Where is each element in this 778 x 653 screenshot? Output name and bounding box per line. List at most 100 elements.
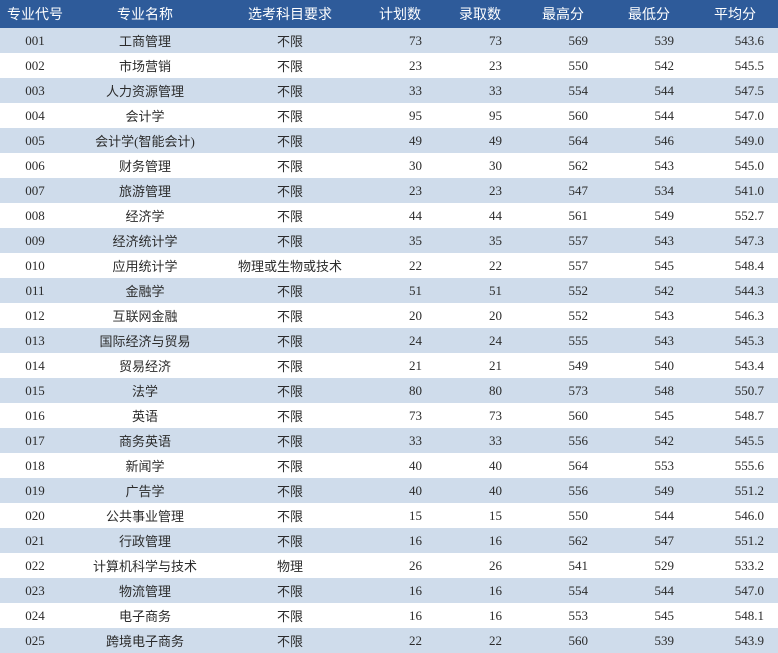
- table-row: 020公共事业管理不限1515550544546.0: [0, 503, 778, 528]
- cell-admit: 30: [440, 153, 520, 178]
- cell-plan: 26: [360, 553, 440, 578]
- cell-plan: 24: [360, 328, 440, 353]
- cell-admit: 33: [440, 428, 520, 453]
- cell-min: 543: [606, 328, 692, 353]
- cell-max: 561: [520, 203, 606, 228]
- cell-plan: 49: [360, 128, 440, 153]
- cell-name: 工商管理: [70, 28, 220, 53]
- cell-min: 542: [606, 278, 692, 303]
- cell-code: 002: [0, 53, 70, 78]
- cell-min: 548: [606, 378, 692, 403]
- cell-req: 不限: [220, 378, 360, 403]
- cell-min: 534: [606, 178, 692, 203]
- cell-code: 006: [0, 153, 70, 178]
- cell-plan: 23: [360, 178, 440, 203]
- cell-name: 旅游管理: [70, 178, 220, 203]
- cell-admit: 16: [440, 528, 520, 553]
- table-row: 001工商管理不限7373569539543.6: [0, 28, 778, 53]
- col-header-max: 最高分: [520, 0, 606, 28]
- cell-admit: 21: [440, 353, 520, 378]
- cell-req: 不限: [220, 203, 360, 228]
- cell-plan: 51: [360, 278, 440, 303]
- cell-admit: 35: [440, 228, 520, 253]
- table-row: 014贸易经济不限2121549540543.4: [0, 353, 778, 378]
- cell-name: 英语: [70, 403, 220, 428]
- cell-avg: 544.3: [692, 278, 778, 303]
- cell-avg: 548.4: [692, 253, 778, 278]
- cell-min: 544: [606, 578, 692, 603]
- cell-plan: 30: [360, 153, 440, 178]
- cell-max: 550: [520, 53, 606, 78]
- cell-admit: 33: [440, 78, 520, 103]
- cell-max: 552: [520, 278, 606, 303]
- cell-avg: 545.5: [692, 428, 778, 453]
- cell-max: 560: [520, 403, 606, 428]
- cell-plan: 35: [360, 228, 440, 253]
- cell-max: 553: [520, 603, 606, 628]
- cell-avg: 547.5: [692, 78, 778, 103]
- cell-min: 544: [606, 103, 692, 128]
- col-header-avg: 平均分: [692, 0, 778, 28]
- cell-min: 545: [606, 603, 692, 628]
- cell-name: 经济统计学: [70, 228, 220, 253]
- table-row: 009经济统计学不限3535557543547.3: [0, 228, 778, 253]
- col-header-name: 专业名称: [70, 0, 220, 28]
- cell-name: 电子商务: [70, 603, 220, 628]
- cell-admit: 26: [440, 553, 520, 578]
- cell-admit: 40: [440, 478, 520, 503]
- cell-min: 529: [606, 553, 692, 578]
- cell-max: 564: [520, 453, 606, 478]
- cell-max: 552: [520, 303, 606, 328]
- cell-req: 不限: [220, 28, 360, 53]
- table-row: 003人力资源管理不限3333554544547.5: [0, 78, 778, 103]
- cell-code: 012: [0, 303, 70, 328]
- table-row: 006财务管理不限3030562543545.0: [0, 153, 778, 178]
- cell-plan: 20: [360, 303, 440, 328]
- table-row: 025跨境电子商务不限2222560539543.9: [0, 628, 778, 653]
- cell-avg: 547.3: [692, 228, 778, 253]
- cell-name: 市场营销: [70, 53, 220, 78]
- cell-code: 001: [0, 28, 70, 53]
- cell-plan: 73: [360, 403, 440, 428]
- cell-max: 560: [520, 628, 606, 653]
- cell-max: 557: [520, 228, 606, 253]
- cell-name: 计算机科学与技术: [70, 553, 220, 578]
- cell-admit: 24: [440, 328, 520, 353]
- table-row: 024电子商务不限1616553545548.1: [0, 603, 778, 628]
- cell-name: 人力资源管理: [70, 78, 220, 103]
- cell-min: 543: [606, 228, 692, 253]
- cell-req: 不限: [220, 278, 360, 303]
- cell-avg: 546.3: [692, 303, 778, 328]
- cell-name: 会计学(智能会计): [70, 128, 220, 153]
- cell-code: 009: [0, 228, 70, 253]
- cell-code: 023: [0, 578, 70, 603]
- cell-plan: 15: [360, 503, 440, 528]
- cell-plan: 33: [360, 428, 440, 453]
- cell-code: 021: [0, 528, 70, 553]
- cell-avg: 533.2: [692, 553, 778, 578]
- cell-min: 539: [606, 28, 692, 53]
- cell-admit: 16: [440, 603, 520, 628]
- cell-code: 003: [0, 78, 70, 103]
- cell-avg: 547.0: [692, 103, 778, 128]
- cell-code: 018: [0, 453, 70, 478]
- cell-name: 金融学: [70, 278, 220, 303]
- cell-req: 物理: [220, 553, 360, 578]
- cell-req: 不限: [220, 128, 360, 153]
- cell-admit: 22: [440, 253, 520, 278]
- cell-req: 不限: [220, 103, 360, 128]
- cell-code: 010: [0, 253, 70, 278]
- table-row: 019广告学不限4040556549551.2: [0, 478, 778, 503]
- col-header-req: 选考科目要求: [220, 0, 360, 28]
- cell-max: 557: [520, 253, 606, 278]
- cell-name: 经济学: [70, 203, 220, 228]
- cell-avg: 545.0: [692, 153, 778, 178]
- table-body: 001工商管理不限7373569539543.6002市场营销不限2323550…: [0, 28, 778, 653]
- cell-avg: 543.9: [692, 628, 778, 653]
- cell-req: 不限: [220, 603, 360, 628]
- cell-code: 007: [0, 178, 70, 203]
- cell-max: 562: [520, 153, 606, 178]
- cell-min: 543: [606, 153, 692, 178]
- cell-plan: 21: [360, 353, 440, 378]
- cell-max: 569: [520, 28, 606, 53]
